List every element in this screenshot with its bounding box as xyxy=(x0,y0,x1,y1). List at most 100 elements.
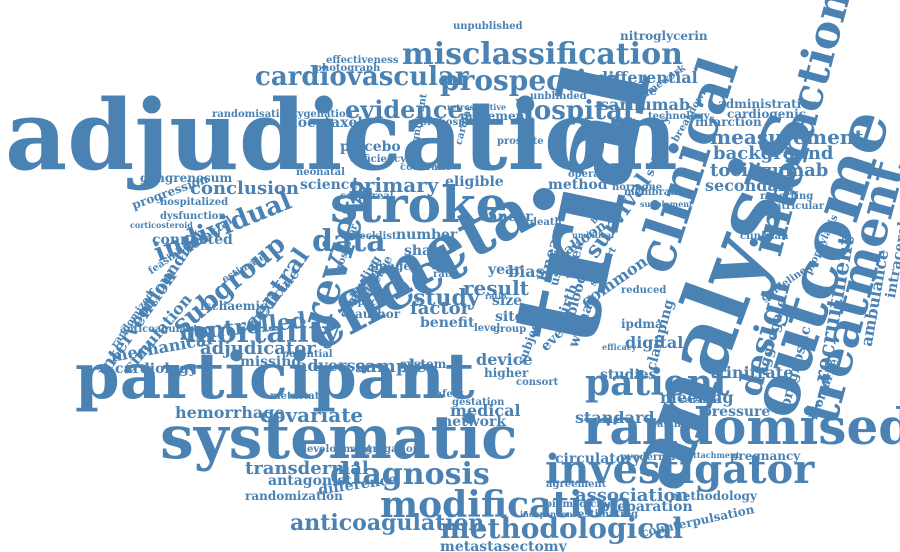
word-checklist: checklist xyxy=(346,231,397,242)
word-cardiogenic: cardiogenic xyxy=(727,107,806,121)
word-biomedicine: biomedicine xyxy=(545,499,614,510)
word-reduced: reduced xyxy=(621,285,667,296)
word-umbilical: umbilical xyxy=(572,230,615,240)
word-network: network xyxy=(442,414,507,430)
word-modification: modification xyxy=(380,484,633,526)
word-evidence: evidence xyxy=(345,95,463,124)
word-site: site xyxy=(495,309,524,325)
word-randomised: randomised xyxy=(583,397,900,456)
word-factor: factor xyxy=(410,298,471,319)
word-hormone: hormone xyxy=(612,182,663,193)
word-potential: potential xyxy=(282,349,333,360)
word-retrospective: retrospective xyxy=(447,102,507,112)
word-connected: connected xyxy=(152,232,233,248)
word-higher: higher xyxy=(484,366,529,380)
word-result: result xyxy=(463,276,529,300)
word-methodology: methodology xyxy=(670,489,757,503)
word-estimating: estimating xyxy=(578,509,639,520)
word-meeting: meeting xyxy=(660,388,734,407)
word-standard: standard xyxy=(575,408,655,427)
word-cancer: cancer xyxy=(480,209,533,225)
word-investigator: investigator xyxy=(545,446,815,493)
word-attachment: attachment xyxy=(688,450,740,460)
word-transdermal: transdermal xyxy=(245,458,369,479)
word-infarction: infarction xyxy=(695,115,762,129)
word-metastasectomy: metastasectomy xyxy=(440,539,567,552)
word-anticoagulation: anticoagulation xyxy=(290,510,485,536)
word-development: development xyxy=(300,444,372,455)
word-clinician: clinician xyxy=(740,231,789,242)
word-science: science xyxy=(300,177,359,193)
word-prospective: prospective xyxy=(440,64,621,97)
word-method: method xyxy=(548,177,608,193)
word-image: image xyxy=(370,259,412,273)
word-studies: studies xyxy=(600,367,657,383)
word-study: study xyxy=(413,285,480,311)
word-diagnosis: diagnosis xyxy=(330,457,490,492)
word-movement: movement xyxy=(460,109,530,123)
word-group: group xyxy=(493,324,527,335)
word-stroke: stroke xyxy=(330,175,508,234)
word-cochrane: cochrane xyxy=(400,162,452,173)
word-agreement: agreement xyxy=(546,479,607,490)
word-dysfunction: dysfunction xyxy=(160,211,226,222)
word-available: available xyxy=(597,84,657,98)
word-digital: digital xyxy=(625,333,684,352)
word-data: data xyxy=(312,224,386,259)
word-hospitalized: hospitalized xyxy=(160,197,229,208)
word-adverse: adverse xyxy=(297,356,366,375)
word-independent: independent xyxy=(520,509,577,519)
word-ventricular: ventricular xyxy=(762,201,825,212)
word-eligible: eligible xyxy=(445,174,504,190)
word-mortality: mortality xyxy=(185,315,340,350)
word-anticoagulant: anticoagulant xyxy=(120,324,198,335)
word-sample: sample xyxy=(355,356,427,377)
word-corporeal: corporeal xyxy=(340,191,394,202)
word-prostate: prostate xyxy=(497,136,544,147)
word-docetaxel: docetaxel xyxy=(288,115,363,131)
word-corticosteroid: corticosteroid xyxy=(130,220,193,230)
word-membrane: membrane xyxy=(624,187,684,198)
word-system: system xyxy=(400,357,447,371)
word-level: level xyxy=(474,323,501,334)
word-patient: patient xyxy=(585,362,730,404)
word-specific: specific xyxy=(352,297,395,308)
word-pyoderma: pyoderma xyxy=(620,452,676,463)
word-ischaemic: ischaemic xyxy=(200,299,268,313)
word-medical: medical xyxy=(450,401,521,420)
word-bias: bias xyxy=(508,262,545,281)
word-unblinded: unblinded xyxy=(530,91,587,102)
word-trinitrate: trinitrate xyxy=(710,363,794,382)
word-deficiency: deficiency xyxy=(350,154,407,165)
word-hospital: hospital xyxy=(515,96,633,126)
word-adjudicator: adjudicator xyxy=(200,338,316,359)
word-unpublished: unpublished xyxy=(453,21,523,32)
word-cardiovascular: cardiovascular xyxy=(255,62,469,92)
word-hemorrhage: hemorrhage xyxy=(175,403,285,422)
word-systematic: systematic xyxy=(160,403,518,473)
word-balanced: balanced xyxy=(650,419,701,430)
word-secondary: secondary xyxy=(705,176,796,195)
word-misclassification: misclassification xyxy=(402,37,683,72)
word-preparation: preparation xyxy=(600,499,693,515)
word-ipdma: ipdma xyxy=(621,317,663,331)
word-methodological: methodological xyxy=(440,512,684,545)
word-circulatory: circulatory xyxy=(555,451,641,467)
word-antagonist: antagonist xyxy=(268,473,352,489)
word-safety: safety xyxy=(430,389,464,400)
word-efficacy: efficacy xyxy=(602,342,637,352)
word-sensitive: sensitive xyxy=(680,395,720,405)
word-death: death xyxy=(530,217,562,228)
word-gestation: gestation xyxy=(452,397,505,408)
word-pregnancy: pregnancy xyxy=(730,449,801,463)
word-association: association xyxy=(575,485,689,506)
word-sham: sham xyxy=(404,243,446,259)
word-background: background xyxy=(713,143,834,164)
word-adjudication: adjudication xyxy=(5,79,678,192)
word-reporting: reporting xyxy=(760,191,814,202)
word-supplement: supplement xyxy=(640,199,693,209)
word-oxygenation: oxygenation xyxy=(285,109,353,120)
word-gangrenosum: gangrenosum xyxy=(140,171,233,185)
word-ratio: ratio xyxy=(485,291,507,301)
